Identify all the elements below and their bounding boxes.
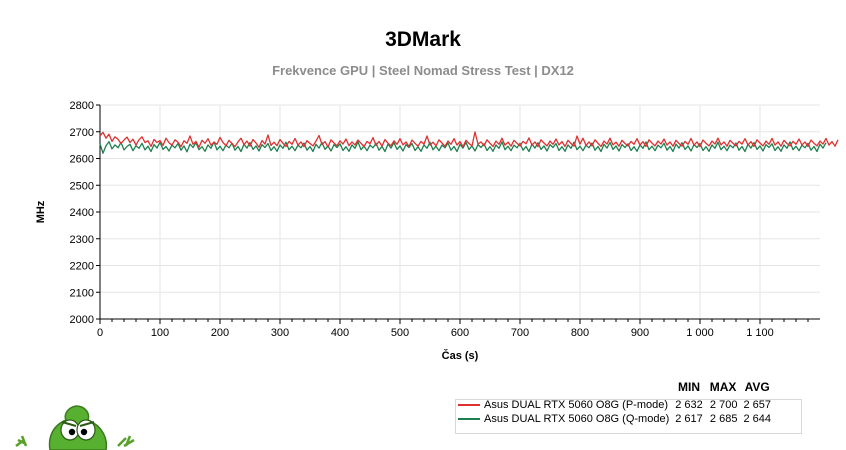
x-tick-label: 1 100 [746, 327, 774, 339]
x-tick-label: 600 [451, 327, 469, 339]
legend-header-min: MIN [678, 380, 700, 394]
y-tick-label: 2000 [70, 314, 94, 326]
legend-header-spacer [455, 380, 672, 398]
chart-title: 3DMark [385, 28, 461, 51]
x-tick-label: 800 [571, 327, 589, 339]
chart-subtitle: Frekvence GPU | Steel Nomad Stress Test … [272, 63, 574, 78]
y-tick-label: 2600 [70, 154, 94, 166]
y-tick-label: 2300 [70, 234, 94, 246]
legend-swatch-q-mode [458, 418, 480, 421]
legend-name-p-mode: Asus DUAL RTX 5060 O8G (P-mode) [484, 399, 669, 411]
y-tick-label: 2200 [70, 261, 94, 273]
y-tick-label: 2100 [70, 287, 94, 299]
x-tick-label: 500 [391, 327, 409, 339]
series-line-p-mode [99, 131, 839, 148]
legend-row-q-mode: Asus DUAL RTX 5060 O8G (Q-mode) 2 617 2 … [455, 412, 774, 426]
legend-avg-p-mode: 2 657 [743, 399, 771, 411]
x-tick-label: 700 [511, 327, 529, 339]
x-tick-label: 100 [151, 327, 169, 339]
x-tick-label: 300 [271, 327, 289, 339]
y-tick-label: 2800 [70, 100, 94, 112]
chart-axes: 2000 2100 2200 2300 2400 2500 2600 2700 2800 0 100… [70, 100, 820, 339]
legend-max-p-mode: 2 700 [709, 399, 738, 411]
legend-max-q-mode: 2 685 [709, 413, 738, 425]
x-tick-label: 0 [97, 327, 103, 339]
line-chart: 2000 2100 2200 2300 2400 2500 2600 2700 2800 0 100… [35, 100, 839, 362]
x-tick-label: 900 [631, 327, 649, 339]
chart-grid [99, 104, 820, 320]
y-tick-label: 2500 [70, 180, 94, 192]
y-tick-label: 2700 [70, 127, 94, 139]
x-axis-label: Čas (s) [442, 349, 479, 362]
y-axis-label: MHz [35, 200, 47, 223]
legend-row-p-mode: Asus DUAL RTX 5060 O8G (P-mode) 2 632 2 … [455, 398, 774, 412]
legend-swatch-p-mode [458, 404, 480, 407]
x-tick-label: 1 000 [686, 327, 714, 339]
x-tick-label: 400 [331, 327, 349, 339]
legend-name-q-mode: Asus DUAL RTX 5060 O8G (Q-mode) [484, 413, 670, 425]
y-tick-label: 2400 [70, 207, 94, 219]
mascot-logo-icon [15, 405, 135, 450]
legend-header-avg: AVG [744, 380, 770, 394]
legend-min-p-mode: 2 632 [675, 399, 703, 411]
legend-avg-q-mode: 2 644 [743, 413, 771, 425]
legend: MIN MAX AVG Asus DUAL RTX 5060 O8G (P-mo… [455, 380, 774, 426]
series-line-q-mode [99, 140, 827, 154]
legend-min-q-mode: 2 617 [675, 413, 703, 425]
legend-header-max: MAX [709, 380, 737, 394]
legend-box [455, 399, 802, 434]
x-tick-label: 200 [211, 327, 229, 339]
chart-series [99, 131, 839, 154]
